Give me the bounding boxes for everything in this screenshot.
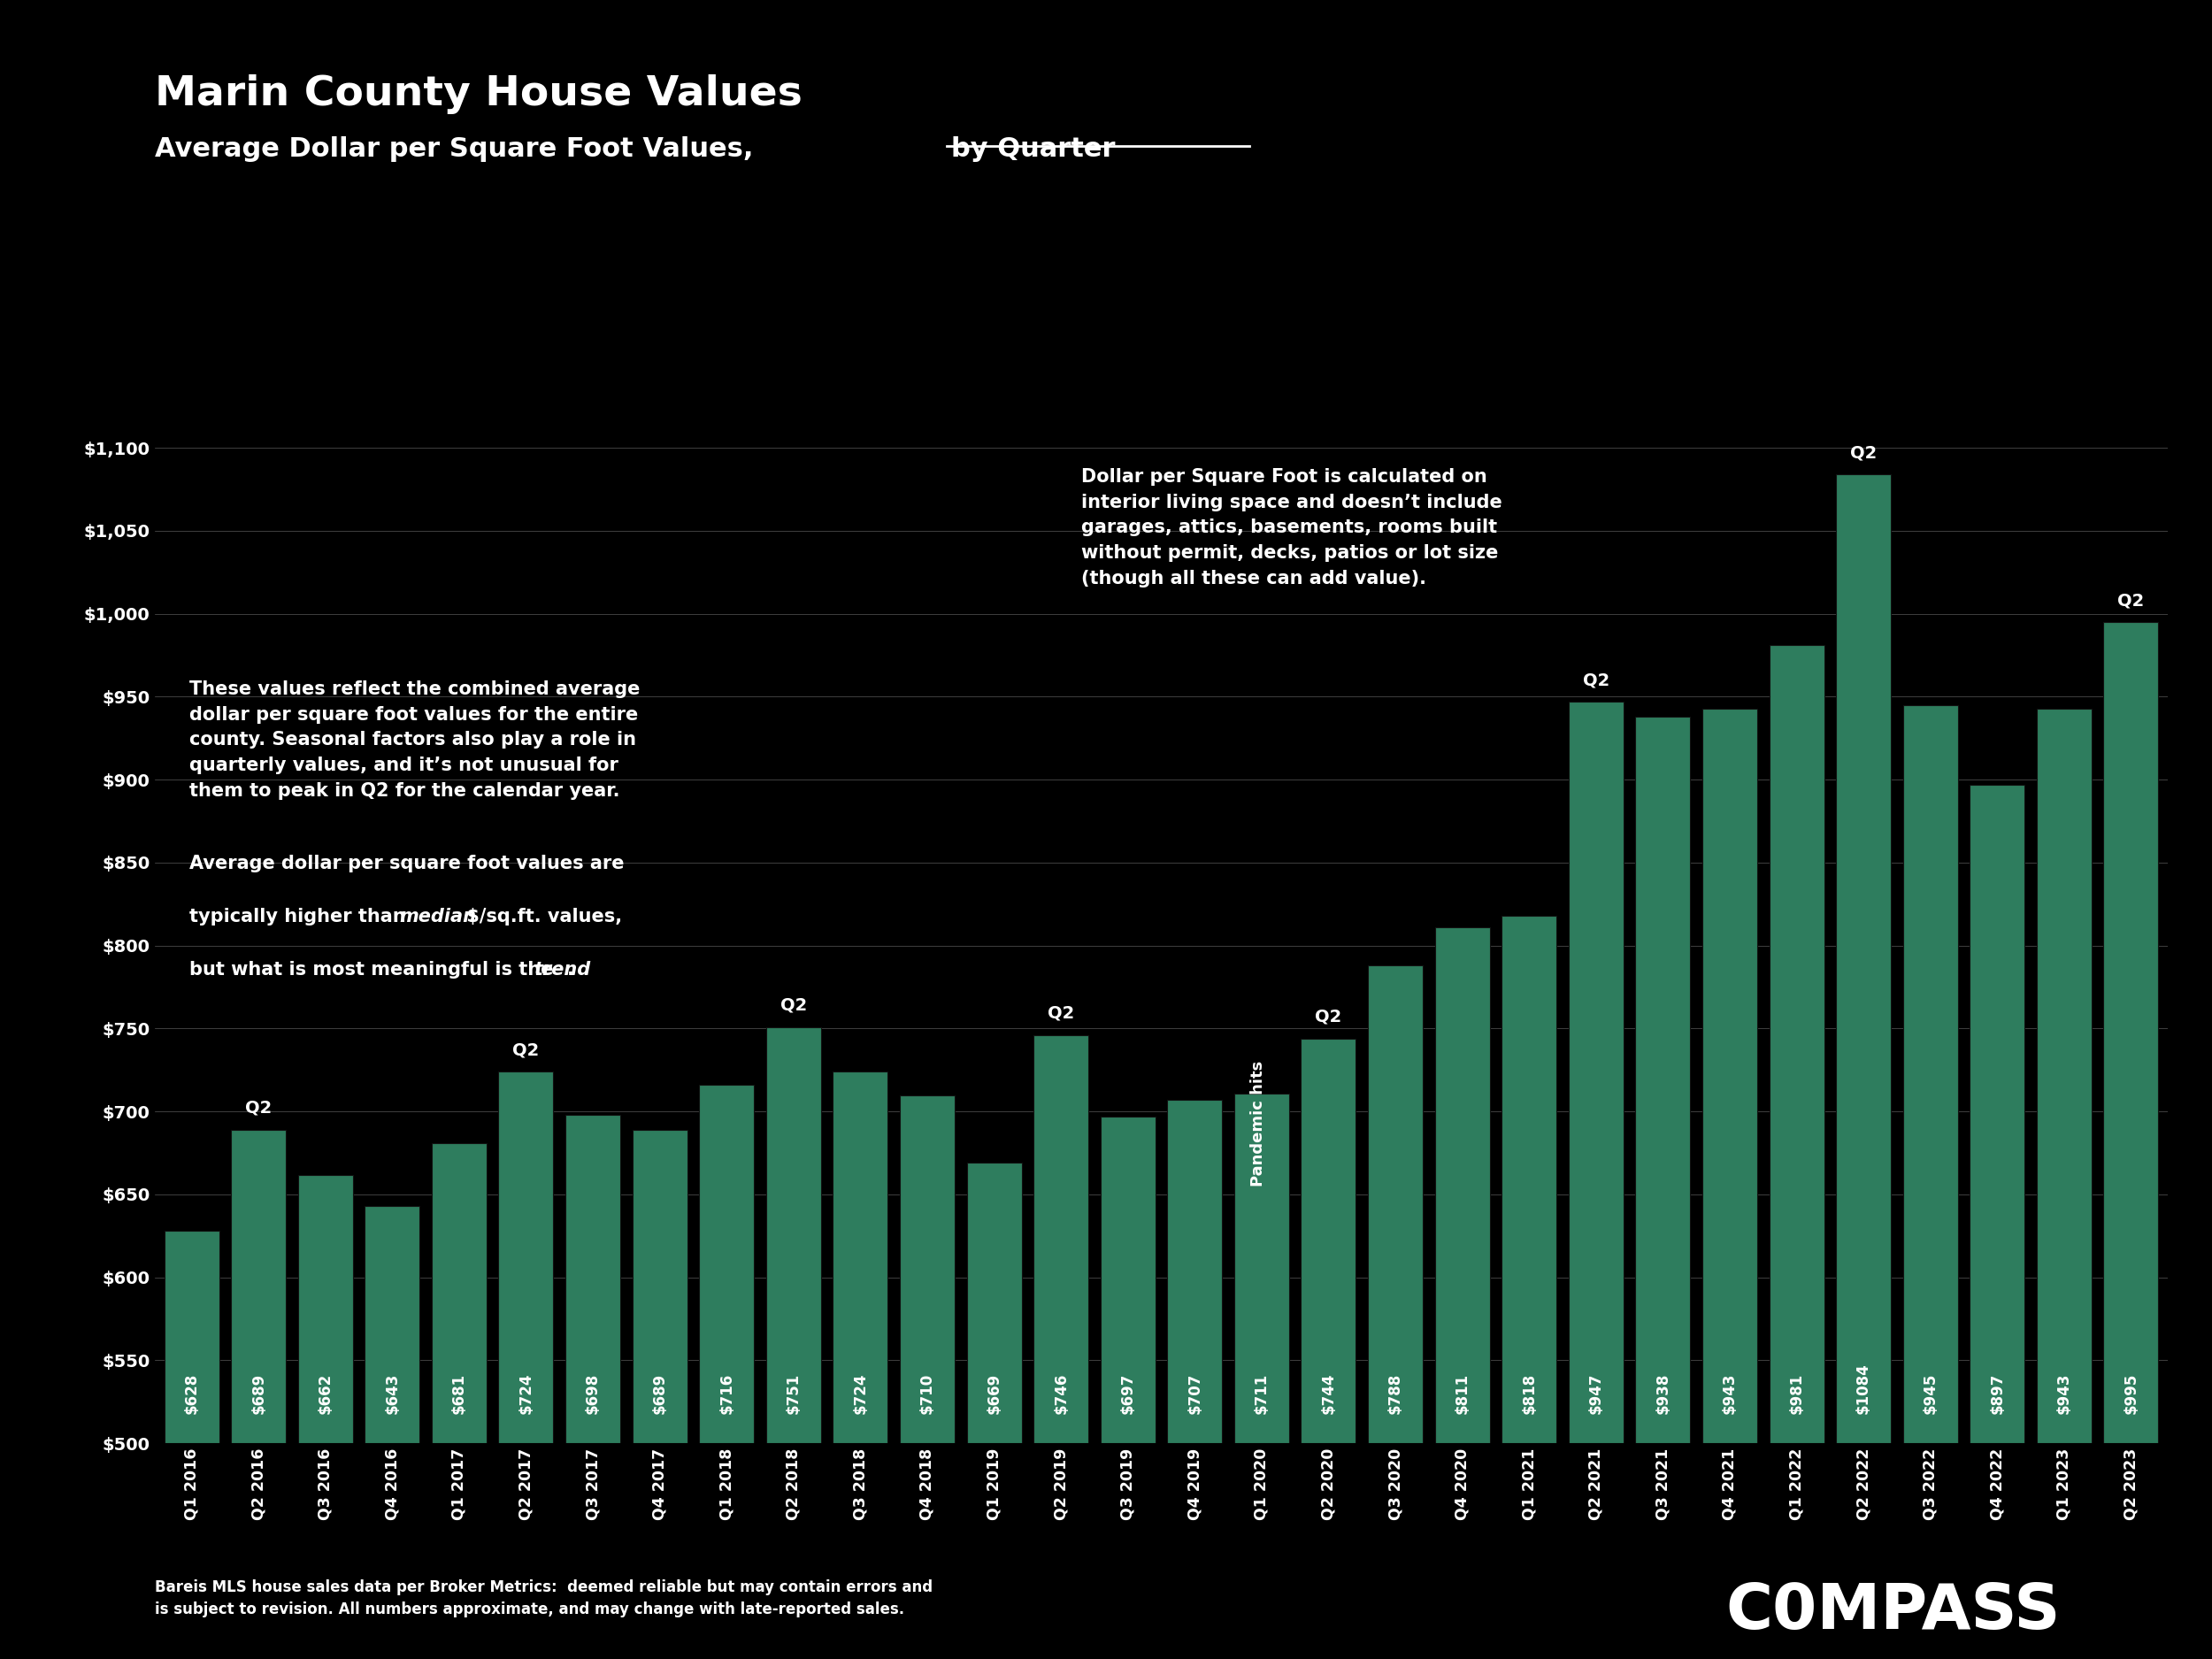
- Text: Average Dollar per Square Foot Values,: Average Dollar per Square Foot Values,: [155, 136, 763, 161]
- Bar: [299, 1175, 352, 1443]
- Bar: [498, 1072, 553, 1443]
- Bar: [1033, 1035, 1088, 1443]
- Bar: [1436, 927, 1489, 1443]
- Text: $711: $711: [1254, 1372, 1270, 1413]
- Text: $724: $724: [852, 1372, 869, 1413]
- Text: Average dollar per square foot values are: Average dollar per square foot values ar…: [188, 854, 624, 873]
- Text: $681: $681: [451, 1372, 467, 1413]
- Bar: [1902, 705, 1958, 1443]
- Text: by Quarter: by Quarter: [951, 136, 1115, 161]
- Text: $746: $746: [1053, 1372, 1068, 1413]
- Text: Dollar per Square Foot is calculated on
interior living space and doesn’t includ: Dollar per Square Foot is calculated on …: [1082, 468, 1502, 587]
- Text: $628: $628: [184, 1372, 199, 1413]
- Text: $1084: $1084: [1856, 1362, 1871, 1413]
- Bar: [365, 1206, 420, 1443]
- Text: $788: $788: [1387, 1372, 1402, 1413]
- Text: $943: $943: [1721, 1372, 1739, 1413]
- Text: Q2: Q2: [513, 1042, 540, 1058]
- Text: $947: $947: [1588, 1372, 1604, 1413]
- Bar: [1168, 1100, 1223, 1443]
- Bar: [2037, 708, 2093, 1443]
- Text: Q2: Q2: [1316, 1009, 1343, 1025]
- Text: $943: $943: [2057, 1372, 2073, 1413]
- Text: $716: $716: [719, 1372, 734, 1413]
- Text: but what is most meaningful is the: but what is most meaningful is the: [188, 961, 560, 979]
- Text: median: median: [400, 907, 476, 926]
- Bar: [699, 1085, 754, 1443]
- Bar: [765, 1027, 821, 1443]
- Bar: [1367, 966, 1422, 1443]
- Text: $897: $897: [1989, 1372, 2006, 1413]
- Text: Bareis MLS house sales data per Broker Metrics:  deemed reliable but may contain: Bareis MLS house sales data per Broker M…: [155, 1579, 933, 1618]
- Text: Q2: Q2: [1048, 1005, 1075, 1022]
- Text: $697: $697: [1119, 1372, 1135, 1413]
- Bar: [1502, 916, 1557, 1443]
- Text: Q2: Q2: [781, 997, 807, 1014]
- Text: Q2: Q2: [1582, 672, 1610, 688]
- Bar: [1836, 474, 1891, 1443]
- Text: $698: $698: [584, 1372, 602, 1413]
- Bar: [1568, 702, 1624, 1443]
- Text: Marin County House Values: Marin County House Values: [155, 75, 803, 114]
- Bar: [431, 1143, 487, 1443]
- Text: $710: $710: [920, 1372, 936, 1413]
- Bar: [1971, 785, 2024, 1443]
- Text: $/sq.ft. values,: $/sq.ft. values,: [460, 907, 622, 926]
- Text: $689: $689: [250, 1372, 265, 1413]
- Bar: [834, 1072, 887, 1443]
- Bar: [2104, 622, 2159, 1443]
- Text: $707: $707: [1188, 1372, 1203, 1413]
- Bar: [1234, 1093, 1290, 1443]
- Text: $724: $724: [518, 1372, 533, 1413]
- Bar: [1099, 1117, 1155, 1443]
- Text: typically higher than: typically higher than: [188, 907, 411, 926]
- Bar: [566, 1115, 619, 1443]
- Text: $938: $938: [1655, 1372, 1670, 1413]
- Text: $689: $689: [653, 1372, 668, 1413]
- Text: $744: $744: [1321, 1372, 1336, 1413]
- Bar: [1703, 708, 1756, 1443]
- Bar: [1635, 717, 1690, 1443]
- Bar: [967, 1163, 1022, 1443]
- Text: Q2: Q2: [2117, 592, 2143, 609]
- Text: $643: $643: [385, 1372, 400, 1413]
- Text: .: .: [566, 961, 573, 979]
- Text: $751: $751: [785, 1372, 801, 1413]
- Text: C0MPASS: C0MPASS: [1725, 1581, 2059, 1642]
- Text: $662: $662: [316, 1372, 334, 1413]
- Text: trend: trend: [533, 961, 591, 979]
- Text: Q2: Q2: [1849, 445, 1876, 461]
- Text: $981: $981: [1790, 1372, 1805, 1413]
- Bar: [164, 1231, 219, 1443]
- Text: Pandemic hits: Pandemic hits: [1250, 1060, 1265, 1186]
- Text: $995: $995: [2124, 1372, 2139, 1413]
- Bar: [1301, 1039, 1356, 1443]
- Text: $945: $945: [1922, 1372, 1938, 1413]
- Text: Q2: Q2: [246, 1100, 272, 1117]
- Text: These values reflect the combined average
dollar per square foot values for the : These values reflect the combined averag…: [188, 680, 639, 800]
- Bar: [633, 1130, 688, 1443]
- Bar: [1770, 645, 1825, 1443]
- Text: $818: $818: [1522, 1372, 1537, 1413]
- Bar: [230, 1130, 285, 1443]
- Text: $811: $811: [1453, 1372, 1471, 1413]
- Bar: [900, 1095, 956, 1443]
- Text: $669: $669: [987, 1372, 1002, 1413]
